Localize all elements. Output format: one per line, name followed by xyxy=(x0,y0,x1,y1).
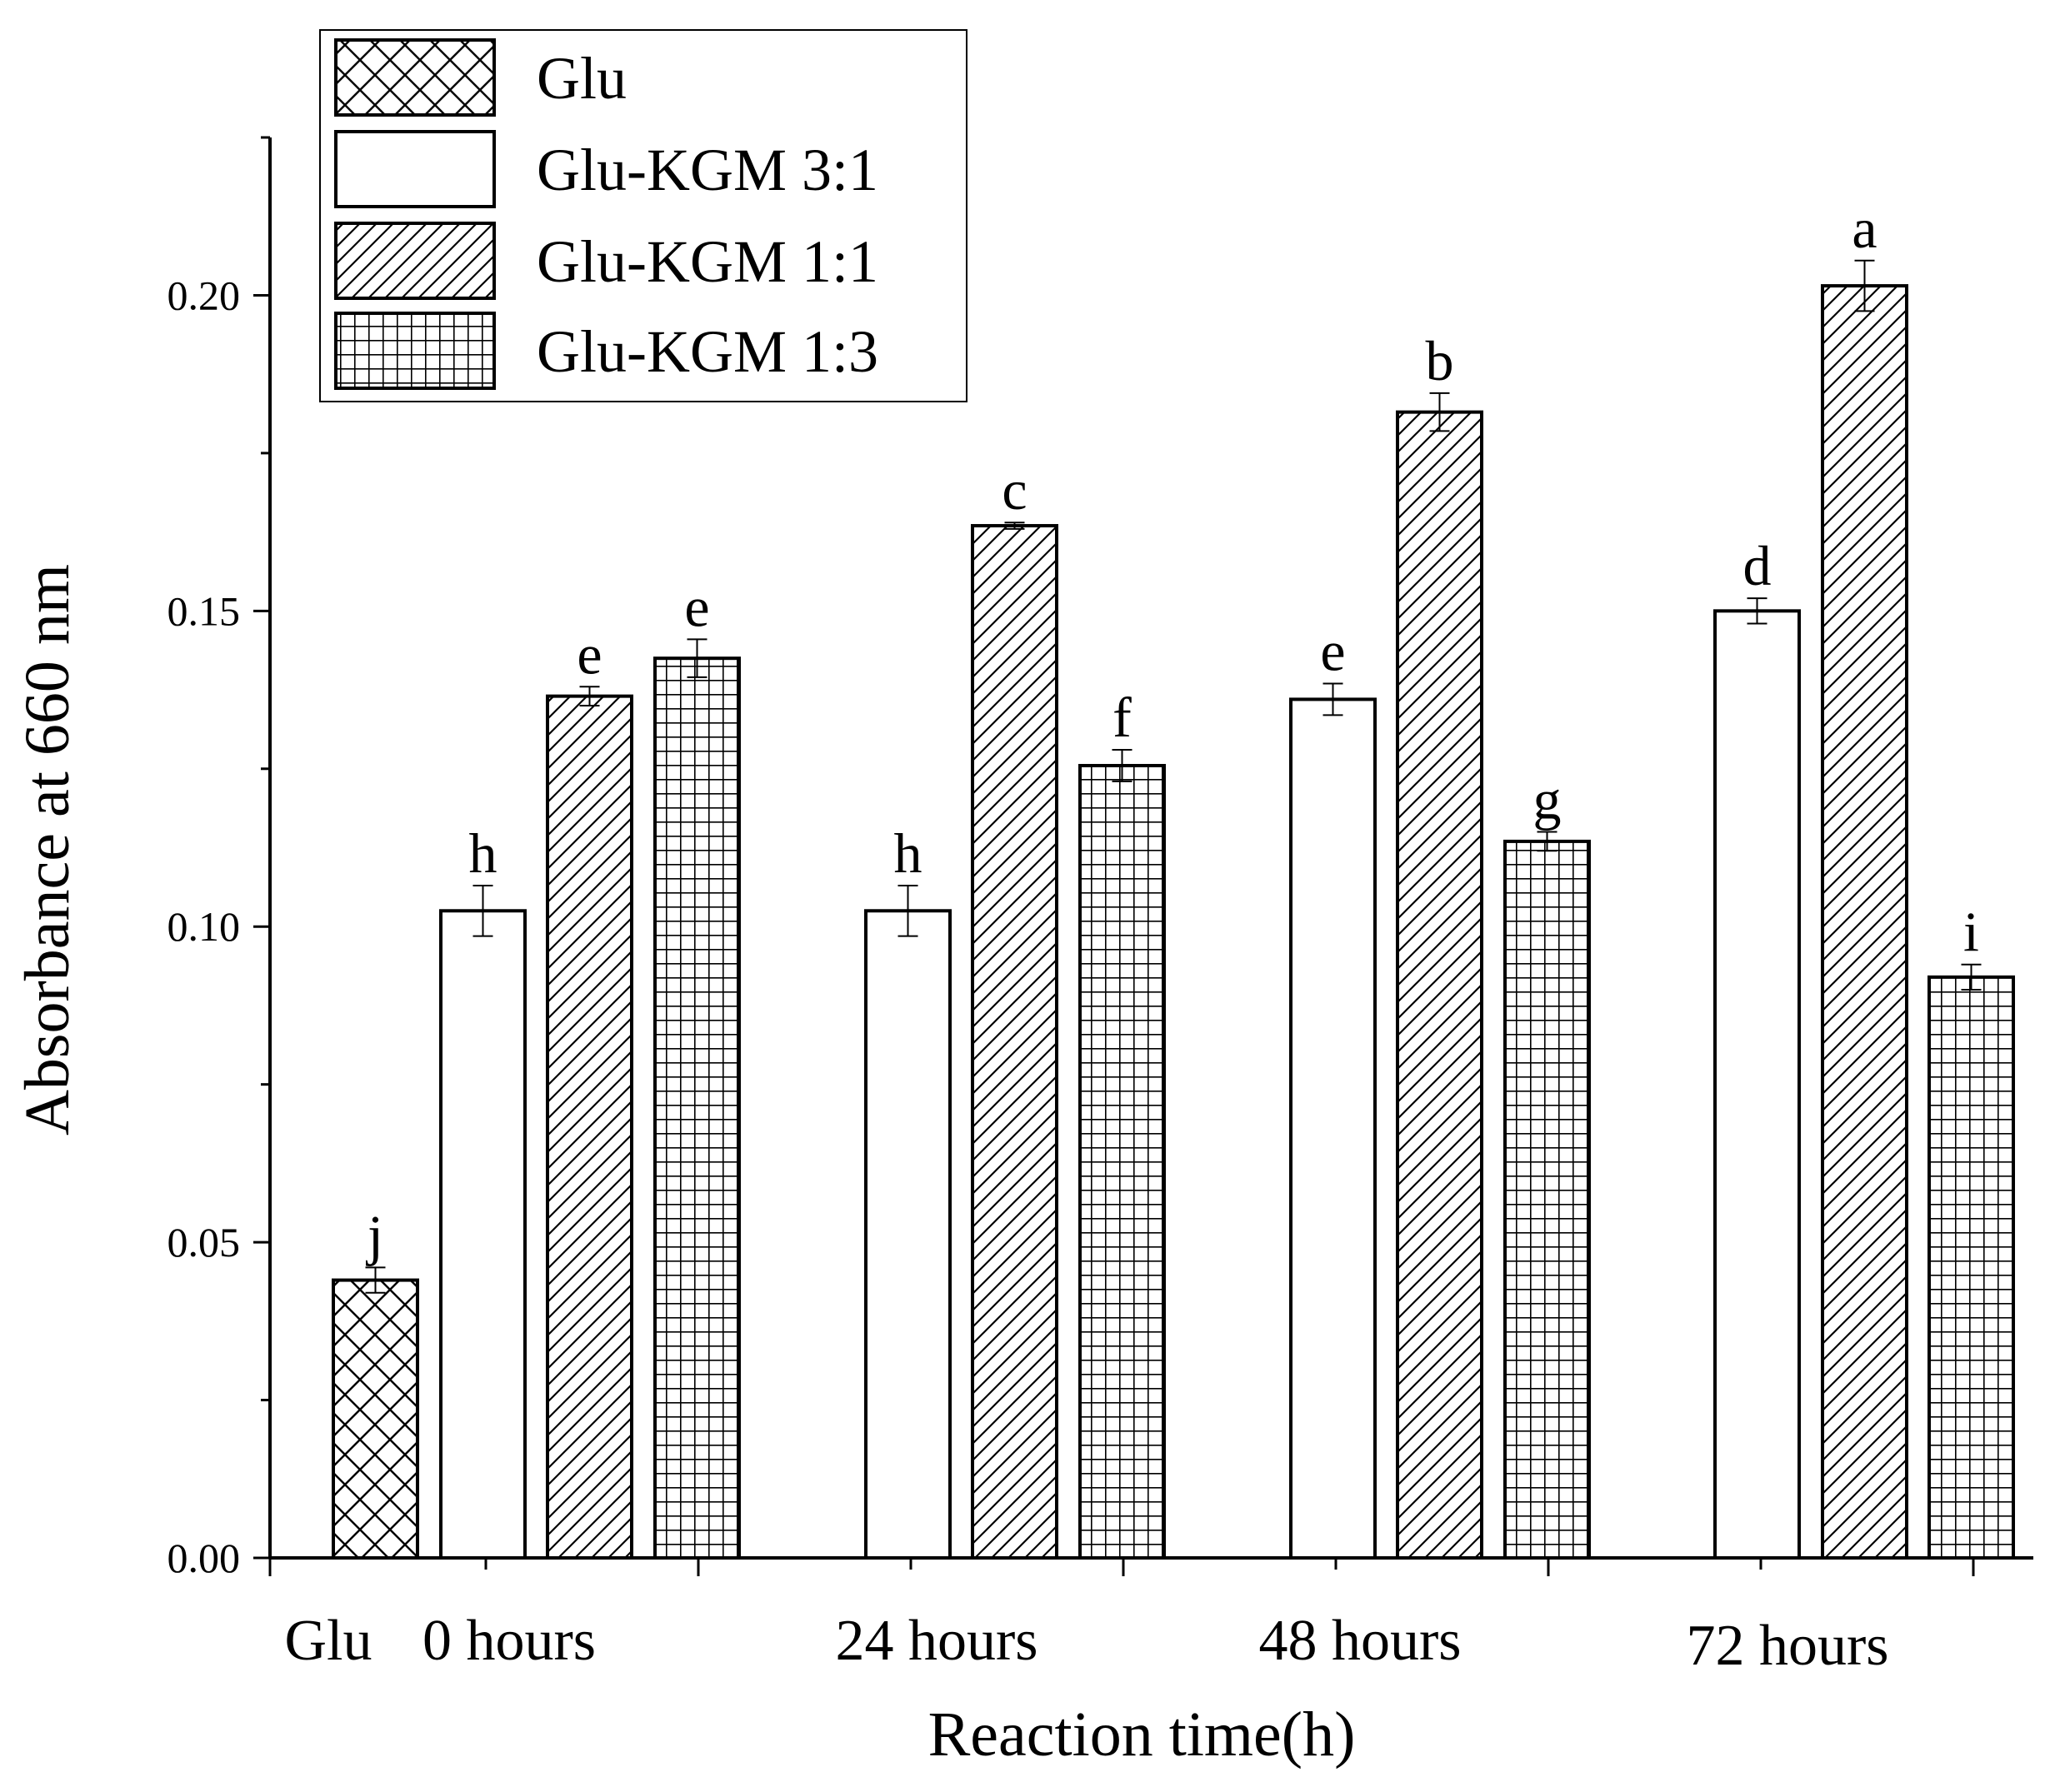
significance-label: d xyxy=(1743,534,1772,597)
bar xyxy=(1713,609,1801,1560)
significance-label: a xyxy=(1852,197,1877,260)
legend-label: Glu-KGM 3:1 xyxy=(537,137,878,203)
bar xyxy=(864,909,952,1560)
significance-label: e xyxy=(577,622,602,686)
x-category-label: 72 hours xyxy=(1686,1614,1888,1678)
legend-swatch xyxy=(334,38,496,117)
bars-group: j h e e h c f e b g d a i xyxy=(332,197,2015,1560)
legend-swatch xyxy=(334,312,496,390)
bar xyxy=(546,694,633,1560)
significance-label: e xyxy=(1320,619,1345,682)
bar xyxy=(1928,975,2015,1560)
bar xyxy=(1396,410,1483,1560)
significance-label: i xyxy=(1963,901,1979,964)
y-tick-label: 0.10 xyxy=(168,903,241,950)
y-tick-label: 0.00 xyxy=(168,1535,241,1581)
legend-swatch xyxy=(334,130,496,208)
bar xyxy=(1078,763,1166,1560)
y-axis-title: Absorbance at 660 nm xyxy=(12,564,82,1136)
legend-label: Glu-KGM 1:1 xyxy=(537,228,878,295)
significance-label: c xyxy=(1002,458,1027,522)
legend-swatch xyxy=(334,222,496,300)
bar xyxy=(971,524,1058,1560)
y-tick-label: 0.15 xyxy=(168,587,241,634)
significance-label: h xyxy=(894,821,922,885)
x-category-label: 0 hours xyxy=(422,1609,596,1673)
bar xyxy=(1289,697,1377,1560)
significance-label: j xyxy=(366,1203,383,1266)
x-category-label: 24 hours xyxy=(835,1609,1038,1673)
significance-label: e xyxy=(684,575,709,638)
x-category-label: Glu xyxy=(285,1609,372,1673)
bar xyxy=(439,909,527,1560)
significance-label: b xyxy=(1426,329,1454,392)
bar xyxy=(332,1278,419,1560)
y-tick-label: 0.20 xyxy=(168,272,241,318)
y-tick-label: 0.05 xyxy=(168,1219,241,1265)
legend: Glu Glu-KGM 3:1 Glu-KGM 1:1 Glu-KGM 1:3 xyxy=(319,29,968,402)
bar xyxy=(653,656,741,1560)
significance-label: g xyxy=(1533,768,1562,831)
x-category-label: 48 hours xyxy=(1258,1609,1461,1673)
bar xyxy=(1821,284,1908,1560)
axes: 0.00 0.05 0.10 0.15 0.20 Glu 0 hours 24 hours 48… xyxy=(168,136,2033,1678)
legend-label: Glu xyxy=(537,45,627,112)
significance-label: f xyxy=(1112,686,1132,749)
x-axis-title: Reaction time(h) xyxy=(928,1700,1356,1770)
bar xyxy=(1503,839,1591,1560)
legend-label: Glu-KGM 1:3 xyxy=(537,318,878,385)
significance-label: h xyxy=(469,821,498,885)
